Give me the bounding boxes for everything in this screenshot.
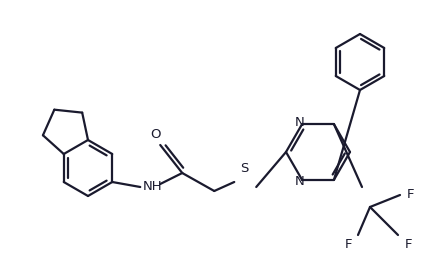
- Text: N: N: [295, 116, 305, 129]
- Text: O: O: [150, 129, 160, 141]
- Text: F: F: [344, 237, 352, 250]
- Text: S: S: [240, 163, 249, 176]
- Text: F: F: [406, 188, 414, 201]
- Text: NH: NH: [142, 181, 162, 194]
- Text: F: F: [404, 237, 412, 250]
- Text: N: N: [295, 175, 305, 188]
